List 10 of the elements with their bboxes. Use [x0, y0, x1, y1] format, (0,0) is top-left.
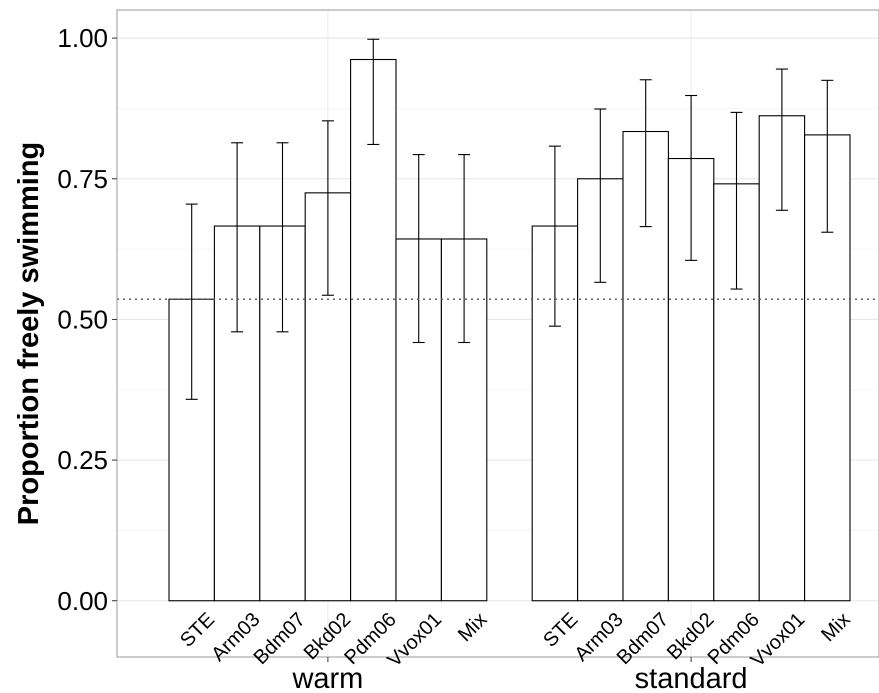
- text: standard: [634, 663, 748, 693]
- y-tick-label: 0.00: [57, 586, 108, 616]
- y-tick-label: 0.75: [57, 164, 108, 194]
- text: warm: [291, 663, 364, 693]
- y-axis-title: Proportion freely swimming: [13, 142, 45, 526]
- x-tick-label: Mix: [817, 608, 855, 646]
- y-tick-label: 0.25: [57, 445, 108, 476]
- y-tick-label: 1.00: [57, 23, 108, 54]
- y-tick-label: 0.50: [57, 304, 108, 335]
- x-tick-label: Mix: [454, 608, 492, 646]
